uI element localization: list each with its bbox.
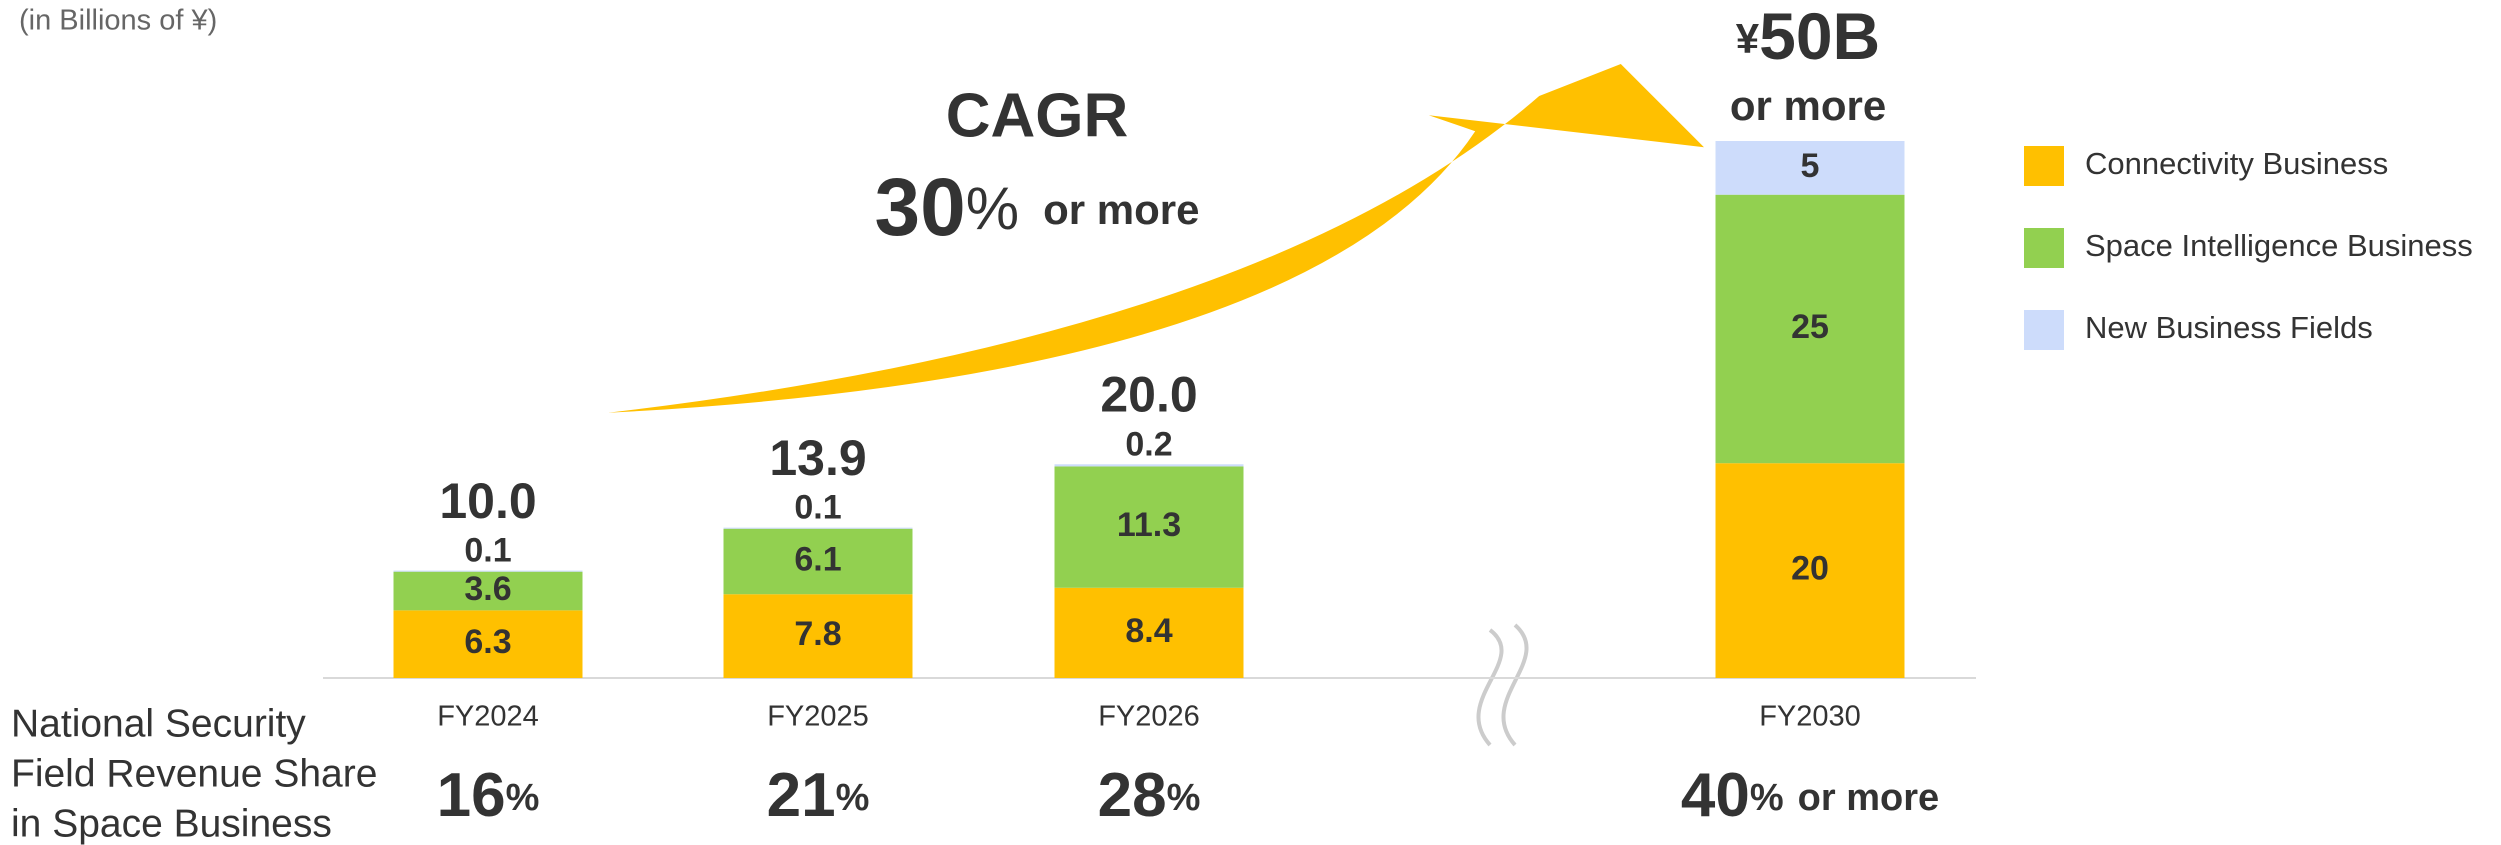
bar-segment bbox=[1054, 587, 1244, 678]
bar-segment bbox=[723, 527, 913, 529]
subtitle: (in Billions of ¥) bbox=[19, 5, 217, 37]
x-tick-label: FY2030 bbox=[1759, 701, 1861, 733]
cagr-qualifier: or more bbox=[1043, 186, 1199, 233]
legend-label: Connectivity Business bbox=[2085, 146, 2388, 181]
segment-label: 6.3 bbox=[464, 623, 511, 661]
bar-segment bbox=[393, 610, 583, 678]
total-label: 10.0 bbox=[439, 473, 536, 529]
legend-swatch bbox=[2024, 146, 2064, 186]
growth-arrow bbox=[608, 64, 1704, 413]
legend-label: Space Intelligence Business bbox=[2085, 228, 2473, 263]
segment-label: 0.1 bbox=[464, 532, 511, 570]
share-label: Field Revenue Share bbox=[11, 752, 377, 795]
segment-label: 7.8 bbox=[794, 615, 841, 653]
share-number: 21 bbox=[767, 761, 836, 830]
total-label: 20.0 bbox=[1100, 366, 1197, 422]
cagr-value: 30% or more bbox=[875, 162, 1200, 253]
bar-segment bbox=[1715, 141, 1905, 195]
cagr-label: CAGR bbox=[946, 81, 1129, 150]
share-label: National Security bbox=[11, 702, 306, 745]
x-tick-label: FY2024 bbox=[437, 701, 539, 733]
break-line bbox=[1501, 623, 1529, 747]
break-line bbox=[1476, 628, 1504, 747]
total-value: 50 bbox=[1759, 0, 1832, 73]
bar-segment bbox=[393, 570, 583, 572]
currency: ¥ bbox=[1736, 15, 1760, 62]
share-unit: % bbox=[1167, 777, 1201, 819]
share-value: 40% or more bbox=[1681, 761, 1939, 830]
share-unit: % bbox=[506, 777, 540, 819]
legend-swatch bbox=[2024, 228, 2064, 268]
bar-segment bbox=[393, 571, 583, 611]
bar-segment bbox=[1054, 466, 1244, 588]
share-value: 28% bbox=[1098, 761, 1201, 830]
cagr-unit: % bbox=[966, 175, 1019, 242]
total-unit: B bbox=[1833, 0, 1881, 73]
segment-label: 20 bbox=[1791, 550, 1829, 588]
legend-label: New Business Fields bbox=[2085, 310, 2373, 345]
bar-segment bbox=[723, 528, 913, 595]
share-label: in Space Business bbox=[11, 802, 332, 845]
cagr-number: 30 bbox=[875, 162, 966, 253]
x-tick-label: FY2026 bbox=[1098, 701, 1200, 733]
share-number: 28 bbox=[1098, 761, 1167, 830]
bar-segment bbox=[1715, 463, 1905, 678]
fy2030-qualifier: or more bbox=[1730, 82, 1886, 129]
share-number: 16 bbox=[437, 761, 506, 830]
segment-label: 8.4 bbox=[1125, 612, 1172, 650]
segment-label: 5 bbox=[1801, 147, 1820, 185]
bar-segment bbox=[1054, 464, 1244, 467]
bar-segment bbox=[1715, 194, 1905, 464]
axis-break bbox=[1476, 623, 1529, 747]
share-value: 21% bbox=[767, 761, 870, 830]
segment-label: 0.1 bbox=[794, 489, 841, 527]
segment-label: 6.1 bbox=[794, 540, 841, 578]
share-qualifier: or more bbox=[1798, 777, 1939, 819]
total-label: 13.9 bbox=[769, 430, 866, 486]
share-unit: % bbox=[836, 777, 870, 819]
share-number: 40 bbox=[1681, 761, 1750, 830]
legend-swatch bbox=[2024, 310, 2064, 350]
bar-segment bbox=[723, 594, 913, 678]
share-value: 16% bbox=[437, 761, 540, 830]
segment-label: 0.2 bbox=[1125, 425, 1172, 463]
fy2030-total: ¥50B bbox=[1736, 0, 1880, 73]
x-tick-label: FY2025 bbox=[767, 701, 869, 733]
segment-label: 25 bbox=[1791, 308, 1829, 346]
share-unit: % bbox=[1750, 777, 1784, 819]
segment-label: 11.3 bbox=[1117, 506, 1181, 544]
segment-label: 3.6 bbox=[464, 570, 511, 608]
